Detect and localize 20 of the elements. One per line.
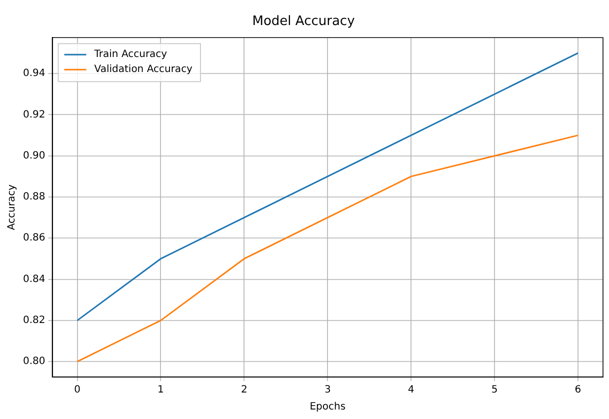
x-tick-label: 4 [408,384,414,396]
legend-label: Train Accuracy [93,49,168,60]
y-tick-label: 0.84 [23,274,46,285]
x-tick-label: 6 [574,384,582,396]
y-tick-label: 0.80 [23,356,46,368]
x-tick-label: 2 [241,384,248,396]
x-tick-label: 3 [324,384,331,396]
y-tick-label: 0.94 [23,68,46,80]
legend-label: Validation Accuracy [94,64,193,76]
chart-title: Model Accuracy [252,14,356,30]
y-tick-label: 0.88 [23,192,46,203]
y-axis-title: Accuracy [6,184,18,230]
x-tick-label: 1 [158,384,164,396]
x-tick-label: 0 [74,384,80,396]
y-tick-label: 0.92 [23,109,46,120]
y-tick-label: 0.86 [23,232,46,244]
y-tick-label: 0.82 [23,315,46,326]
x-axis-title: Epochs [310,402,346,413]
y-tick-label: 0.90 [23,150,46,162]
x-tick-label: 5 [491,384,498,396]
